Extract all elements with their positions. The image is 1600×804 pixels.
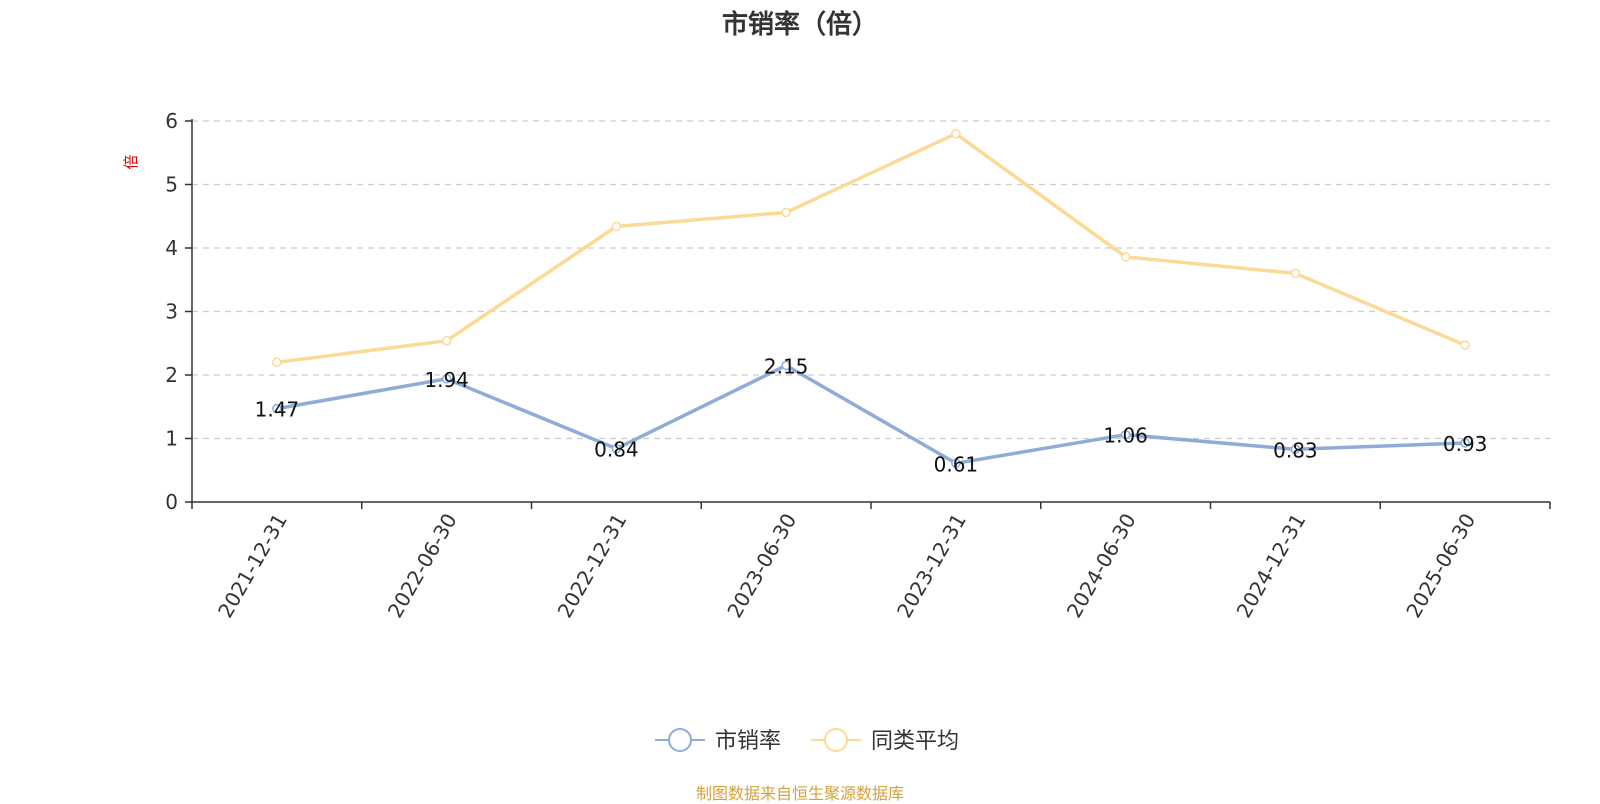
data-point	[272, 357, 282, 368]
data-point	[1290, 444, 1301, 455]
data-labels: 1.47 1.94 0.84 2.15 0.61 1.06 0.83 0.93	[255, 354, 1488, 476]
data-point	[1460, 340, 1470, 350]
legend-item-0[interactable]: 市销率	[655, 728, 781, 754]
data-label: 0.84	[594, 438, 639, 462]
y-axis-label: 倍	[122, 154, 140, 169]
data-point	[272, 403, 282, 414]
y-tick-label: 5	[165, 173, 178, 197]
data-label: 1.06	[1103, 424, 1148, 448]
data-point	[1120, 252, 1131, 262]
data-point	[1120, 429, 1131, 440]
data-label: 1.47	[255, 398, 300, 422]
data-label: 2.15	[764, 354, 809, 378]
data-point	[611, 221, 622, 232]
grid-lines	[192, 120, 1550, 440]
y-tick-label: 0	[165, 490, 178, 514]
data-label: 0.61	[934, 452, 979, 476]
data-point	[1460, 438, 1470, 448]
series-line-0	[276, 363, 1466, 466]
x-tick-label: 2023-06-30	[722, 509, 801, 622]
series-line-1	[276, 131, 1466, 365]
data-label: 0.83	[1273, 438, 1318, 462]
data-point	[781, 360, 791, 371]
data-label: 1.94	[424, 368, 469, 392]
x-tick-label: 2024-12-31	[1232, 509, 1311, 622]
y-tick-label: 1	[165, 427, 178, 451]
data-point	[441, 374, 452, 384]
series-lines	[272, 128, 1470, 469]
y-tick-label: 3	[165, 300, 178, 324]
data-point	[951, 458, 961, 469]
x-tick-label: 2022-06-30	[383, 509, 462, 622]
legend-label: 同类平均	[871, 729, 959, 754]
y-tick-label: 4	[165, 236, 178, 260]
legend-marker	[824, 728, 848, 752]
x-tick-label: 2021-12-31	[213, 509, 292, 622]
legend-item-1[interactable]: 同类平均	[811, 728, 959, 754]
y-tick-label: 2	[165, 363, 178, 387]
axes: 0 1 2 3 4 5 6 倍 2021-12-31 2022-06-30 2022-12-31 20…	[122, 109, 1551, 622]
data-point	[611, 443, 622, 454]
data-point	[1290, 268, 1301, 279]
y-tick-label: 6	[165, 109, 178, 133]
x-tick-label: 2023-12-31	[892, 509, 971, 622]
data-source-note: 制图数据来自恒生聚源数据库	[695, 784, 904, 803]
chart-title: 市销率（倍）	[722, 9, 878, 40]
legend[interactable]: 市销率 同类平均	[655, 728, 959, 754]
x-tick-label: 2024-06-30	[1062, 509, 1141, 622]
data-point	[781, 207, 791, 218]
legend-marker	[668, 728, 692, 752]
data-point	[951, 128, 961, 139]
data-label: 0.93	[1443, 432, 1488, 456]
legend-label: 市销率	[715, 729, 781, 754]
x-tick-label: 2022-12-31	[553, 509, 632, 622]
data-point	[441, 335, 452, 346]
x-tick-label: 2025-06-30	[1401, 509, 1480, 622]
